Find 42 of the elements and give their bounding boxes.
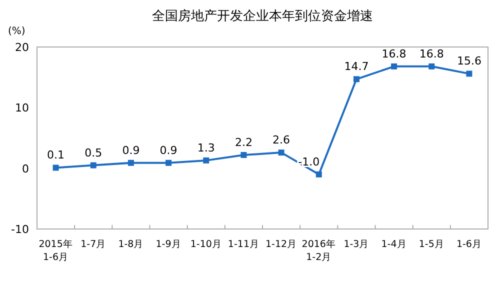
text: 1.3 bbox=[197, 141, 215, 154]
point bbox=[428, 63, 435, 70]
x-tick-label: 1-10月 bbox=[190, 239, 222, 250]
y-tick-label: 10 bbox=[15, 102, 29, 115]
x-tick-label: 2016年 1-2月 bbox=[302, 238, 336, 263]
point bbox=[128, 160, 134, 166]
x-tick-label: 1-7月 bbox=[80, 239, 106, 250]
point bbox=[353, 76, 360, 82]
point bbox=[316, 171, 322, 178]
chart-title: 全国房地产开发企业本年到位资金增速 bbox=[152, 8, 373, 24]
x-tick-label: 1-6月 bbox=[456, 239, 482, 250]
text: 15.6 bbox=[456, 54, 482, 68]
text: 16.8 bbox=[419, 47, 444, 60]
x-tick-label: 1-8月 bbox=[118, 239, 144, 250]
text: 0.5 bbox=[84, 146, 102, 160]
point bbox=[391, 63, 398, 70]
point bbox=[166, 160, 172, 166]
text: 2.6 bbox=[272, 134, 290, 147]
point bbox=[90, 162, 96, 168]
point bbox=[203, 157, 210, 164]
text: 14.7 bbox=[344, 60, 369, 74]
x-tick-label: 1-9月 bbox=[156, 239, 182, 250]
y-axis-title: (%) bbox=[8, 26, 26, 37]
y-tick-label: 20 bbox=[15, 41, 29, 54]
point bbox=[466, 70, 472, 77]
text: 16.8 bbox=[382, 47, 406, 60]
text: -1.0 bbox=[298, 155, 320, 168]
x-tick-label: 1-5月 bbox=[418, 239, 444, 250]
y-tick-label: -10 bbox=[11, 223, 29, 236]
y-tick-label: 0 bbox=[22, 162, 29, 176]
point bbox=[278, 150, 284, 156]
point bbox=[240, 152, 247, 158]
x-tick-label: 1-12月 bbox=[266, 239, 298, 250]
x-tick-label: 1-4月 bbox=[381, 239, 407, 250]
text: 2.2 bbox=[234, 136, 252, 149]
x-tick-label: 1-3月 bbox=[344, 239, 370, 250]
point bbox=[52, 164, 59, 171]
text: 0.9 bbox=[122, 144, 140, 157]
text: 0.1 bbox=[47, 148, 65, 162]
text: 0.9 bbox=[160, 144, 178, 157]
x-tick-label: 2015年 1-6月 bbox=[38, 238, 73, 263]
x-tick-label: 1-11月 bbox=[228, 239, 260, 250]
